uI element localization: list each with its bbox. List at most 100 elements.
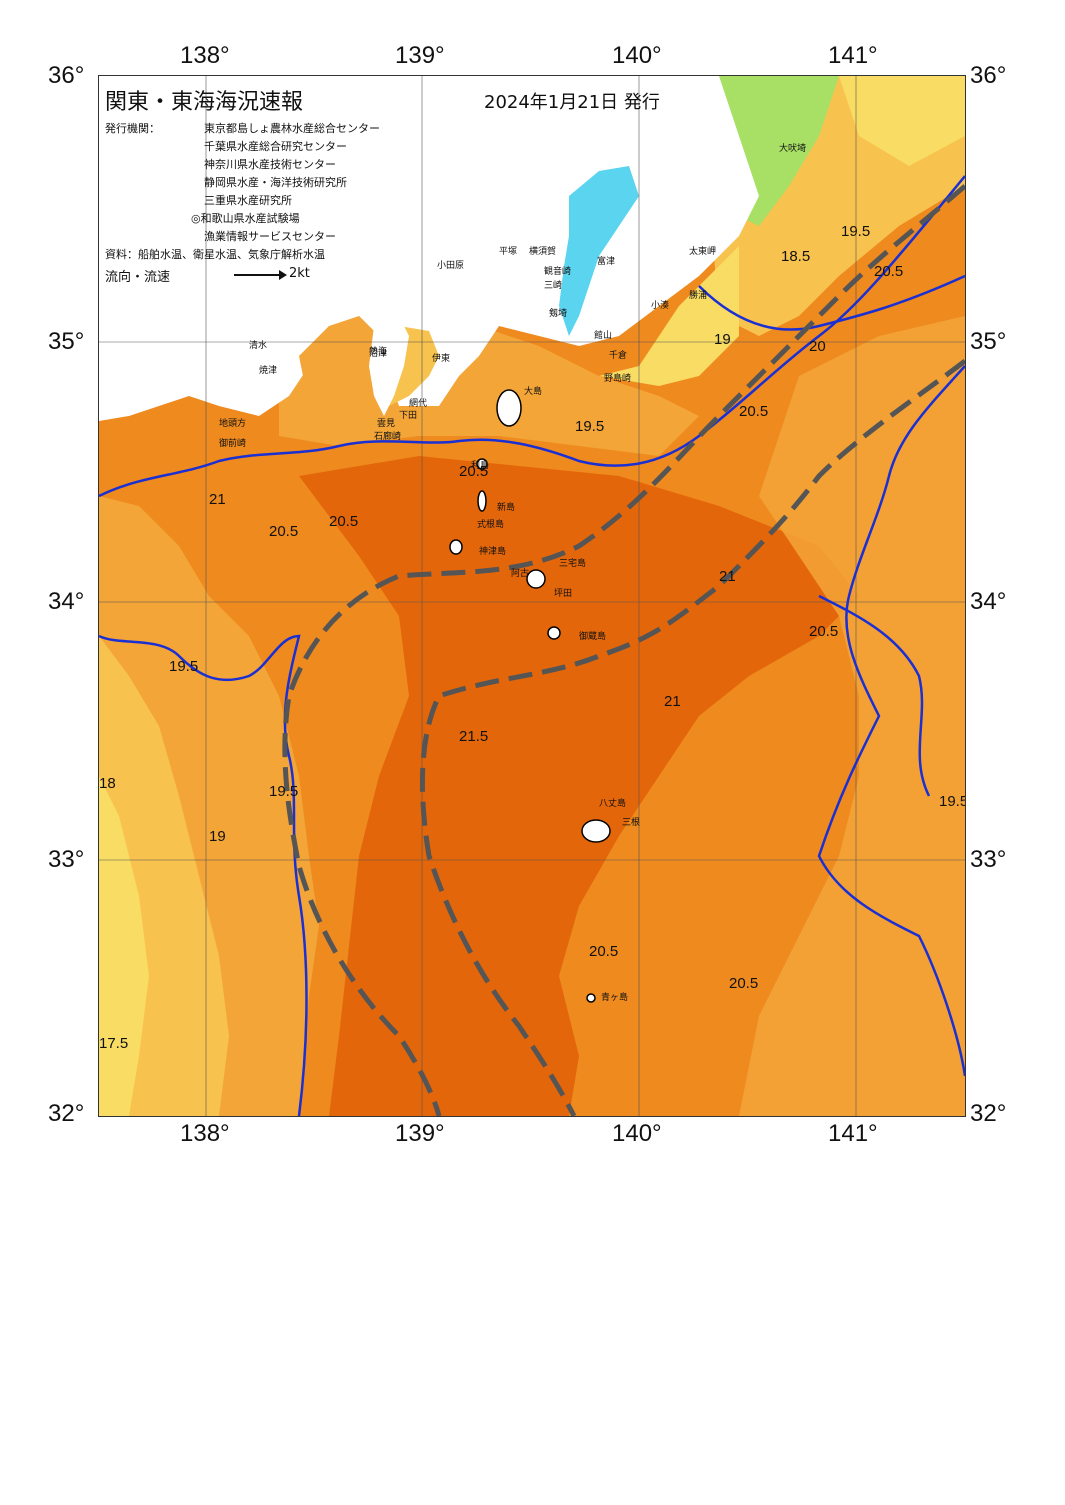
- place-label: 御蔵島: [579, 630, 606, 642]
- lat-label-right-32: 32°: [970, 1100, 1007, 1127]
- lat-label-left-32: 32°: [48, 1100, 85, 1127]
- place-label: 青ヶ島: [601, 991, 628, 1003]
- lon-label-top-138: 138°: [180, 42, 230, 69]
- place-label: 平塚: [499, 246, 517, 257]
- contour-label: 21: [209, 491, 226, 508]
- issuer-org: 三重県水産研究所: [204, 194, 292, 207]
- place-label: 横須賀: [529, 245, 556, 257]
- issuer-org: 神奈川県水産技術センター: [204, 158, 336, 171]
- niijima-island: [477, 490, 487, 512]
- place-label: 小湊: [651, 299, 669, 311]
- contour-label: 19.5: [575, 418, 604, 435]
- place-label: 三根: [622, 816, 640, 828]
- boso-coast: [599, 246, 739, 386]
- place-label: 剱埼: [549, 307, 567, 319]
- place-label: 大吠埼: [779, 142, 806, 154]
- place-label: 大島: [524, 385, 542, 397]
- warm-core: [299, 456, 859, 1116]
- contour-label: 19.5: [939, 793, 965, 810]
- hachijojima-island: [581, 819, 611, 843]
- place-label: 石廊崎: [374, 430, 401, 442]
- contour-label: 20.5: [729, 975, 758, 992]
- place-label: 勝浦: [689, 289, 707, 301]
- place-label: 網代: [409, 397, 427, 409]
- contour-label: 17.5: [99, 1035, 128, 1052]
- issuer-label: 発行機関：: [105, 122, 160, 135]
- contour-label: 21: [664, 693, 681, 710]
- place-label: 沼津: [369, 348, 387, 359]
- lat-label-right-33: 33°: [970, 846, 1007, 873]
- lat-label-left-33: 33°: [48, 846, 85, 873]
- tokyo-bay: [559, 166, 639, 336]
- isotherm-lines: [99, 175, 965, 1116]
- lat-label-right-36: 36°: [970, 62, 1007, 89]
- place-label: 太東岬: [689, 245, 716, 257]
- place-label: 富津: [597, 255, 615, 267]
- kuroshio-path: [282, 184, 965, 1116]
- place-label: 観音崎: [544, 265, 571, 277]
- place-label: 御前崎: [219, 437, 246, 449]
- issuer-org: 千葉県水産総合研究センター: [204, 140, 347, 153]
- lat-label-left-36: 36°: [48, 62, 85, 89]
- issuer-org: 漁業情報サービスセンター: [204, 230, 336, 243]
- sea-temperature-map: 21 20.5 20.5 20.5 19.5 20.5 19 18.5 19.5…: [98, 75, 966, 1117]
- lat-label-left-35: 35°: [48, 328, 85, 355]
- issuer-org: 静岡県水産・海洋技術研究所: [204, 176, 347, 189]
- place-label: 地頭方: [219, 417, 246, 429]
- flow-legend-label: 流向・流速: [105, 270, 171, 285]
- mikurajima-island: [547, 626, 561, 640]
- flow-scale: 2kt: [289, 266, 310, 281]
- place-label: 坪田: [554, 588, 572, 599]
- place-label: 八丈島: [599, 797, 626, 809]
- place-label: 利島: [471, 459, 489, 471]
- flow-arrow-icon: [234, 274, 282, 276]
- suruga-bay: [299, 316, 379, 416]
- aogashima-island: [586, 993, 596, 1003]
- place-label: 伊東: [432, 352, 450, 364]
- contour-label: 20.5: [874, 263, 903, 280]
- place-label: 野島崎: [604, 372, 631, 384]
- place-label: 神津島: [479, 545, 506, 557]
- contour-label: 20.5: [739, 403, 768, 420]
- lon-label-bottom-141: 141°: [828, 1120, 878, 1147]
- toshima-island: [476, 458, 488, 470]
- place-label: 式根島: [477, 518, 504, 530]
- contour-label: 18: [99, 775, 116, 792]
- place-label: 熱海: [369, 345, 387, 357]
- land-izu: [369, 316, 409, 416]
- lat-label-right-34: 34°: [970, 588, 1007, 615]
- land-honshu: [99, 76, 759, 421]
- kozushima-island: [449, 539, 463, 555]
- contour-labels: 21 20.5 20.5 20.5 19.5 20.5 19 18.5 19.5…: [99, 223, 965, 1052]
- miyakejima-island: [526, 569, 546, 589]
- flow-arrowhead-icon: [279, 270, 287, 280]
- place-label: 三宅島: [559, 557, 586, 569]
- north-east-yellow: [839, 76, 965, 166]
- place-label: 新島: [497, 501, 515, 513]
- place-label: 雲見: [377, 418, 395, 429]
- contour-label: 18.5: [781, 248, 810, 265]
- place-labels: 大吠埼 太東岬 勝浦 小湊 館山 千倉 野島崎 富津 観音崎 剱埼 三崎 横須賀…: [219, 142, 806, 1003]
- contour-label: 20.5: [269, 523, 298, 540]
- contour-label: 19: [714, 331, 731, 348]
- data-source: 資料：船舶水温、衛星水温、気象庁解析水温: [105, 248, 325, 261]
- contour-label: 21: [719, 568, 736, 585]
- place-label: 焼津: [259, 365, 277, 376]
- lon-label-top-139: 139°: [395, 42, 445, 69]
- contour-label: 19.5: [841, 223, 870, 240]
- issuer-org: ◎和歌山県水産試験場: [191, 212, 300, 225]
- coolest-band-west: [99, 776, 149, 1116]
- place-label: 三崎: [544, 279, 562, 291]
- east-moderate: [739, 316, 965, 1116]
- lat-label-left-34: 34°: [48, 588, 85, 615]
- lon-label-top-140: 140°: [612, 42, 662, 69]
- contour-label: 19.5: [169, 658, 198, 675]
- place-label: 小田原: [437, 260, 464, 271]
- contour-label: 20: [809, 338, 826, 355]
- contour-label: 20.5: [459, 463, 488, 480]
- lat-label-right-35: 35°: [970, 328, 1007, 355]
- issue-date: 2024年1月21日 発行: [484, 92, 660, 113]
- lon-label-bottom-138: 138°: [180, 1120, 230, 1147]
- place-label: 下田: [399, 410, 417, 421]
- lon-label-bottom-140: 140°: [612, 1120, 662, 1147]
